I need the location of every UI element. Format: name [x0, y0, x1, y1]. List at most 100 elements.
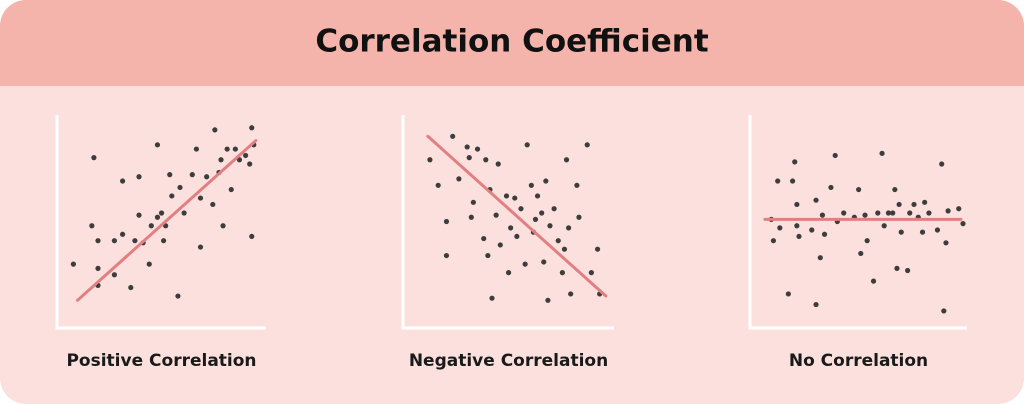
data-point — [547, 223, 553, 229]
data-point — [89, 223, 95, 229]
data-point — [892, 186, 898, 193]
data-point — [443, 252, 450, 259]
trend-line — [426, 134, 608, 298]
chart-caption: Negative Correlation — [409, 351, 608, 371]
data-point — [551, 206, 557, 212]
data-point — [922, 199, 928, 205]
data-point — [576, 214, 582, 220]
data-point — [524, 142, 530, 148]
data-point — [594, 246, 601, 252]
data-point — [943, 240, 949, 246]
data-point — [534, 193, 541, 199]
data-point — [828, 184, 834, 191]
data-point — [584, 142, 590, 148]
data-point — [862, 212, 868, 218]
data-point — [136, 174, 142, 180]
data-point — [911, 201, 917, 208]
data-point — [470, 199, 476, 205]
data-point — [249, 125, 255, 131]
data-point — [512, 195, 518, 201]
data-point — [545, 297, 551, 303]
data-point — [960, 221, 966, 227]
data-point — [443, 218, 450, 225]
data-point — [120, 178, 126, 184]
data-point — [532, 216, 539, 222]
data-point — [792, 159, 798, 165]
data-point — [790, 178, 796, 184]
data-point — [934, 227, 941, 233]
data-point — [539, 210, 545, 216]
data-point — [464, 144, 470, 150]
data-point — [177, 184, 183, 191]
data-point — [561, 246, 568, 252]
data-point — [197, 195, 204, 201]
data-point — [111, 272, 117, 278]
data-point — [154, 142, 161, 148]
data-point — [785, 291, 791, 297]
data-point — [890, 210, 896, 216]
data-point — [879, 150, 885, 156]
data-point — [148, 223, 154, 229]
data-point — [777, 225, 783, 231]
data-point — [864, 238, 870, 244]
data-point — [858, 250, 864, 257]
data-point — [894, 265, 900, 271]
data-point — [204, 174, 210, 180]
data-point — [468, 214, 474, 220]
data-point — [91, 155, 97, 161]
data-point — [247, 161, 253, 167]
data-point — [236, 157, 243, 163]
data-point — [243, 152, 249, 159]
data-point — [503, 193, 510, 199]
data-point — [497, 242, 503, 248]
data-point — [856, 186, 862, 193]
data-point — [95, 265, 101, 271]
chart-caption: Positive Correlation — [66, 351, 256, 371]
data-point — [175, 293, 181, 299]
data-point — [232, 146, 238, 152]
data-point — [466, 155, 472, 161]
data-point — [956, 206, 962, 212]
data-point — [574, 182, 580, 188]
data-point — [154, 214, 161, 220]
data-point — [132, 238, 138, 244]
data-point — [898, 229, 904, 235]
data-point — [70, 261, 76, 267]
data-point — [136, 212, 142, 218]
data-point — [518, 206, 524, 212]
data-point — [566, 225, 572, 231]
data-point — [543, 178, 549, 184]
data-point — [218, 157, 224, 163]
data-point — [896, 201, 902, 208]
data-point — [249, 233, 255, 240]
data-point — [945, 208, 951, 214]
data-point — [817, 255, 823, 261]
data-point — [555, 238, 561, 244]
data-point — [111, 238, 117, 244]
data-point — [483, 157, 489, 163]
data-point — [485, 252, 491, 259]
data-point — [181, 210, 187, 216]
data-point — [794, 223, 800, 229]
data-point — [881, 223, 887, 229]
data-point — [489, 295, 495, 301]
data-point — [128, 284, 134, 291]
data-point — [907, 210, 913, 216]
data-point — [167, 172, 173, 178]
trend-line — [76, 139, 258, 302]
data-point — [210, 201, 216, 208]
data-point — [146, 261, 152, 267]
data-point — [941, 308, 947, 314]
data-point — [427, 157, 433, 163]
data-point — [939, 161, 945, 167]
data-point — [158, 210, 165, 216]
data-point — [450, 133, 456, 139]
data-point — [495, 161, 501, 167]
data-point — [481, 235, 487, 242]
header-band — [0, 0, 1024, 86]
data-point — [508, 225, 514, 231]
data-point — [563, 157, 570, 163]
data-point — [809, 227, 815, 233]
data-point — [189, 172, 195, 178]
